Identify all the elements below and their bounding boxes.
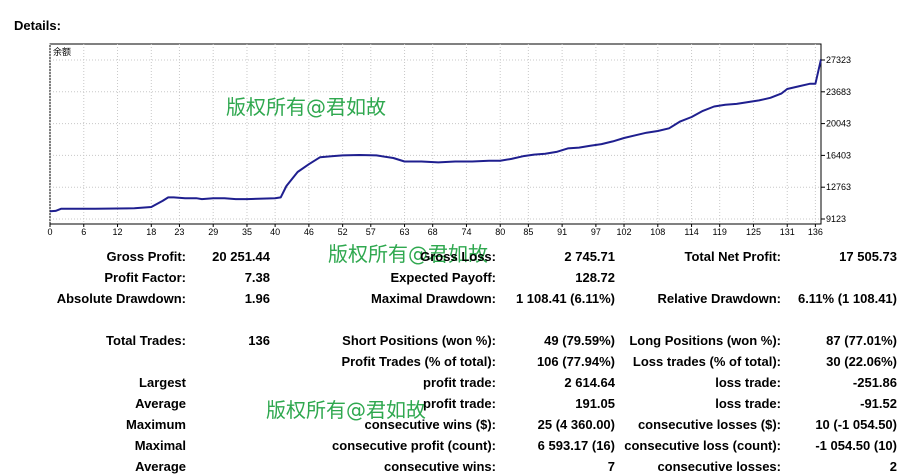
x-tick-label: 125 [746,227,761,237]
y-tick-label: 9123 [826,214,846,224]
max-consec-losses-label: consecutive losses ($): [637,417,781,432]
x-tick-label: 91 [557,227,567,237]
y-tick-label: 20043 [826,119,851,129]
y-tick-label: 16403 [826,150,851,160]
largest-profit-label: profit trade: [423,375,496,390]
total-net-profit-label: Total Net Profit: [684,249,781,264]
maximal-drawdown-label: Maximal Drawdown: [371,291,496,306]
long-positions-label: Long Positions (won %): [629,333,781,348]
avg-consec-wins-value: 7 [607,459,615,474]
x-tick-label: 35 [242,227,252,237]
x-tick-label: 131 [780,227,795,237]
total-trades-value: 136 [248,333,270,348]
largest-profit-value: 2 614.64 [564,375,615,390]
total-trades-label: Total Trades: [106,333,186,348]
maximal-consec-loss-label: consecutive loss (count): [624,438,781,453]
x-tick-label: 102 [617,227,632,237]
x-tick-label: 29 [208,227,218,237]
chart-series-label: 余额 [53,46,71,57]
largest-loss-value: -251.86 [852,375,897,390]
x-tick-label: 85 [523,227,533,237]
avg-consec-losses-value: 2 [889,459,897,474]
maximal-drawdown-value: 1 108.41 (6.11%) [515,291,615,306]
balance-chart: 余额 0 6 12 18 23 29 35 40 46 52 57 63 68 74 80 85 91 97 102… [47,43,851,237]
maximal-consec-profit-value: 6 593.17 (16) [537,438,615,453]
short-positions-value: 49 (79.59%) [544,333,615,348]
x-tick-label: 114 [684,227,698,237]
total-net-profit-value: 17 505.73 [839,249,897,264]
short-positions-label: Short Positions (won %): [342,333,496,348]
gross-loss-label: Gross Loss: [420,249,496,264]
y-tick-label: 23683 [826,87,851,97]
relative-drawdown-value: 6.11% (1 108.41) [797,291,897,306]
gross-loss-value: 2 745.71 [564,249,615,264]
average-label: Average [135,396,186,411]
absolute-drawdown-value: 1.96 [244,291,270,306]
profit-factor-label: Profit Factor: [104,270,186,285]
x-tick-label: 0 [47,227,52,237]
loss-trades-label: Loss trades (% of total): [632,354,781,369]
y-tick-label: 27323 [826,55,851,65]
absolute-drawdown-label: Absolute Drawdown: [56,291,186,306]
average-loss-value: -91.52 [860,396,897,411]
max-consec-wins-label: consecutive wins ($): [364,417,496,432]
x-tick-label: 12 [113,227,123,237]
avg-consec-losses-label: consecutive losses: [657,459,781,474]
profit-trades-value: 106 (77.94%) [536,354,615,369]
x-tick-label: 68 [428,227,438,237]
x-tick-label: 108 [650,227,665,237]
max-consec-wins-value: 25 (4 360.00) [537,417,615,432]
balance-line [49,59,822,213]
expected-payoff-value: 128.72 [575,270,615,285]
relative-drawdown-label: Relative Drawdown: [657,291,781,306]
largest-loss-label: loss trade: [715,375,781,390]
x-tick-label: 18 [146,227,156,237]
x-tick-label: 23 [174,227,184,237]
max-consec-losses-value: 10 (-1 054.50) [815,417,897,432]
x-tick-label: 119 [713,227,727,237]
watermark-text: 版权所有@君如故 [226,95,386,119]
x-tick-label: 6 [81,227,86,237]
avg-consec-wins-label: consecutive wins: [384,459,496,474]
x-tick-label: 40 [270,227,280,237]
x-tick-label: 46 [304,227,314,237]
average-loss-label: loss trade: [715,396,781,411]
gross-profit-label: Gross Profit: [106,249,186,264]
watermark-text: 版权所有@君如故 [328,242,488,266]
expected-payoff-label: Expected Payoff: [390,270,496,285]
x-tick-label: 74 [461,227,471,237]
x-tick-label: 136 [808,227,823,237]
maximal-label: Maximal [134,438,186,453]
details-title: Details: [14,18,61,33]
profit-trades-label: Profit Trades (% of total): [341,354,496,369]
profit-factor-value: 7.38 [244,270,270,285]
chart-plot-area [49,43,822,225]
maximal-consec-profit-label: consecutive profit (count): [332,438,496,453]
average-profit-value: 191.05 [575,396,615,411]
y-tick-label: 12763 [826,182,851,192]
x-tick-label: 97 [591,227,601,237]
loss-trades-value: 30 (22.06%) [826,354,897,369]
x-tick-label: 52 [338,227,348,237]
average-profit-label: profit trade: [423,396,496,411]
x-tick-label: 63 [400,227,410,237]
x-tick-label: 57 [366,227,376,237]
gross-profit-value: 20 251.44 [212,249,270,264]
long-positions-value: 87 (77.01%) [826,333,897,348]
average-consec-label: Average [135,459,186,474]
watermark-text: 版权所有@君如故 [266,398,426,422]
largest-label: Largest [139,375,186,390]
maximal-consec-loss-value: -1 054.50 (10) [815,438,897,453]
maximum-label: Maximum [126,417,186,432]
x-tick-label: 80 [495,227,505,237]
